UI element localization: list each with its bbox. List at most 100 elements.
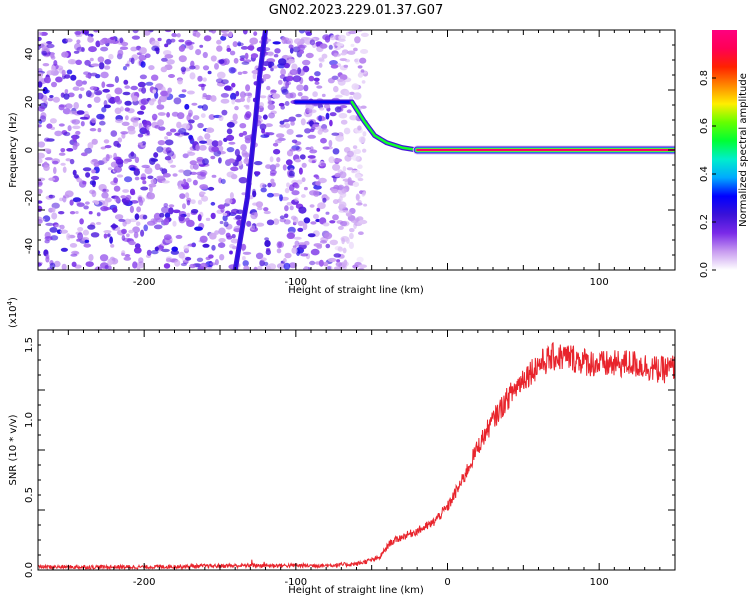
spectrogram-speckle bbox=[163, 234, 172, 241]
spectrogram-speckle bbox=[217, 140, 223, 147]
spectrogram-speckle bbox=[178, 39, 185, 43]
spectrogram-speckle bbox=[337, 246, 343, 252]
spectrogram-speckle bbox=[164, 156, 172, 161]
spectrogram-speckle bbox=[164, 54, 174, 59]
spectrogram-speckle bbox=[355, 202, 363, 206]
spectrogram-speckle bbox=[230, 92, 237, 101]
spectrogram-speckle bbox=[267, 103, 275, 111]
spectrogram-speckle bbox=[179, 180, 185, 185]
spectrogram-speckle bbox=[255, 252, 264, 260]
spectrogram-speckle bbox=[46, 43, 55, 49]
spectrogram-speckle bbox=[353, 47, 358, 52]
spectrogram-speckle bbox=[128, 152, 137, 159]
spectrogram-speckle bbox=[329, 119, 333, 127]
spectrogram-speckle bbox=[229, 250, 233, 255]
spectrogram-speckle bbox=[107, 258, 113, 266]
spectrogram-speckle bbox=[218, 157, 222, 164]
spectrogram-speckle bbox=[71, 119, 81, 125]
spectrogram-speckle bbox=[226, 121, 235, 128]
spectrogram-speckle bbox=[211, 174, 217, 178]
spectrogram-speckle bbox=[221, 109, 228, 116]
spectrogram-speckle bbox=[252, 190, 257, 198]
spectrogram-speckle bbox=[271, 193, 281, 197]
spectrogram-speckle bbox=[283, 262, 291, 270]
spectrogram-speckle bbox=[349, 232, 354, 240]
snr-x-tick-label: 0 bbox=[444, 577, 450, 588]
spectrogram-speckle bbox=[226, 147, 235, 153]
spectrogram-speckle bbox=[320, 162, 327, 167]
spectrogram-speckle bbox=[113, 185, 121, 192]
spectrogram-speckle bbox=[128, 240, 136, 246]
spectrogram-speckle bbox=[38, 188, 43, 194]
spectrogram-speckle bbox=[339, 58, 347, 62]
spectrogram-speckle bbox=[152, 89, 157, 94]
spectrogram-speckle bbox=[100, 146, 107, 150]
spectrogram-speckle bbox=[103, 139, 110, 144]
spectrogram-speckle bbox=[360, 69, 365, 73]
spectrogram-speckle bbox=[121, 121, 130, 127]
spectrogram-speckle bbox=[298, 243, 307, 250]
spectrogram-speckle bbox=[358, 136, 366, 144]
spectrogram-speckle bbox=[303, 217, 311, 224]
spectrogram-speckle bbox=[266, 192, 274, 198]
spectrogram-speckle bbox=[274, 139, 282, 144]
spectrogram-speckle bbox=[284, 213, 289, 219]
spectrogram-speckle bbox=[70, 74, 77, 81]
spectrogram-speckle bbox=[259, 259, 265, 267]
spectrogram-speckle bbox=[178, 45, 185, 52]
spectrogram-speckle bbox=[130, 57, 135, 65]
spectrogram-speckle bbox=[301, 162, 307, 168]
spectrogram-speckle bbox=[76, 238, 81, 242]
spectrogram-speckle bbox=[317, 202, 326, 210]
spectrogram-speckle bbox=[332, 148, 340, 155]
spectrogram-speckle bbox=[131, 95, 139, 102]
spectrogram-speckle bbox=[141, 87, 147, 94]
spectrogram-speckle bbox=[84, 59, 91, 66]
spectrogram-speckle bbox=[44, 236, 53, 241]
spectrogram-speckle bbox=[318, 177, 327, 184]
spectrogram-speckle bbox=[319, 43, 328, 49]
spectrogram-speckle bbox=[273, 54, 279, 58]
spectrogram-speckle bbox=[59, 197, 64, 202]
spectrogram-speckle bbox=[69, 158, 75, 165]
spectrogram-speckle bbox=[217, 242, 226, 248]
spectrogram-y-tick-label: -40 bbox=[24, 238, 35, 254]
spectrogram-speckle bbox=[285, 92, 294, 99]
spectrogram-speckle bbox=[244, 52, 249, 60]
spectrogram-speckle bbox=[38, 92, 44, 100]
spectrogram-speckle bbox=[301, 177, 306, 183]
snr-y-tick-label: 0.5 bbox=[24, 487, 35, 503]
spectrogram-speckle bbox=[222, 212, 228, 217]
spectrogram-speckle bbox=[332, 214, 339, 221]
spectrogram-speckle bbox=[151, 40, 160, 47]
spectrogram-speckle bbox=[114, 76, 119, 83]
spectrogram-speckle bbox=[122, 91, 131, 96]
spectrogram-speckle bbox=[202, 243, 210, 248]
spectrogram-speckle bbox=[308, 75, 315, 82]
spectrogram-speckle bbox=[220, 98, 230, 104]
spectrogram-speckle bbox=[254, 211, 258, 218]
spectrogram-speckle bbox=[230, 166, 239, 172]
spectrogram-speckle bbox=[168, 207, 174, 215]
spectrogram-speckle bbox=[217, 71, 226, 79]
spectrogram-speckle bbox=[124, 254, 131, 258]
spectrogram-speckle bbox=[324, 232, 333, 240]
spectrogram-speckle bbox=[361, 191, 366, 196]
spectrogram-speckle bbox=[48, 194, 56, 199]
spectrogram-speckle bbox=[322, 146, 330, 150]
spectrogram-speckle bbox=[51, 212, 58, 220]
spectrogram-speckle bbox=[235, 215, 242, 220]
spectrogram-speckle bbox=[300, 95, 309, 101]
spectrogram-speckle bbox=[202, 51, 208, 59]
spectrogram-speckle bbox=[73, 50, 80, 54]
spectrogram-speckle bbox=[300, 253, 309, 257]
spectrogram-speckle bbox=[107, 265, 112, 270]
spectrogram-speckle bbox=[297, 220, 305, 227]
spectrogram-speckle bbox=[222, 214, 228, 222]
spectrogram-speckle bbox=[133, 247, 142, 254]
spectrogram-speckle bbox=[184, 184, 190, 189]
spectrogram-speckle bbox=[245, 106, 250, 110]
spectrogram-speckle bbox=[85, 201, 90, 205]
spectrogram-speckle bbox=[337, 225, 344, 230]
spectrogram-speckle bbox=[324, 35, 331, 43]
